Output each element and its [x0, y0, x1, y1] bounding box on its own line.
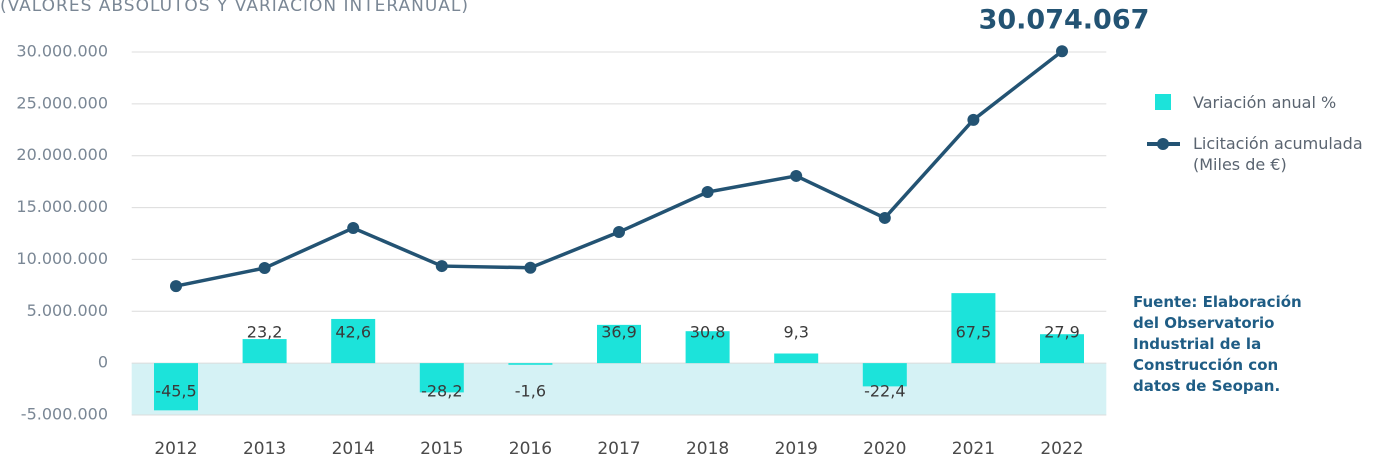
- x-tick-label: 2017: [597, 439, 640, 459]
- bar: [508, 363, 553, 365]
- line-point: [878, 211, 891, 224]
- bar-value-label: -28,2: [421, 382, 462, 401]
- negative-band: [131, 363, 1107, 415]
- bar-value-label: 27,9: [1044, 323, 1080, 342]
- bar-value-label: 23,2: [247, 323, 283, 342]
- legend-bar-swatch: [1155, 94, 1171, 110]
- line-point: [435, 260, 448, 273]
- y-tick-label: 0: [98, 353, 108, 372]
- bar: [597, 324, 641, 364]
- line: [175, 49, 1064, 288]
- x-tick-label: 2013: [243, 439, 286, 459]
- bar: [862, 363, 907, 387]
- bar: [685, 331, 730, 364]
- y-tick-label: 10.000.000: [16, 249, 108, 268]
- bar-value-label: 36,9: [601, 323, 637, 342]
- bar-value-label: -22,4: [864, 382, 905, 401]
- line-point: [967, 113, 980, 126]
- line-point: [701, 186, 714, 199]
- legend-bar-label: Variación anual %: [1193, 93, 1337, 112]
- y-tick-label: 20.000.000: [16, 145, 108, 164]
- line-point: [613, 226, 625, 239]
- legend-line-dot: [1157, 138, 1169, 150]
- bar: [774, 353, 819, 364]
- bar-value-label: 30,8: [690, 323, 726, 342]
- line-point: [258, 262, 271, 275]
- y-tick-label: 15.000.000: [16, 197, 108, 216]
- line-point: [170, 280, 182, 293]
- x-tick-label: 2018: [686, 439, 729, 459]
- bar: [1040, 334, 1084, 364]
- x-tick-label: 2012: [154, 439, 197, 459]
- y-tick-label: 5.000.000: [27, 301, 108, 320]
- x-tick-label: 2016: [509, 439, 552, 459]
- bar: [419, 363, 464, 393]
- source-text: Elaboración del Observatorio Industrial …: [1133, 293, 1302, 395]
- line-point: [790, 169, 803, 182]
- x-tick-label: 2019: [775, 439, 818, 459]
- x-tick-label: 2014: [332, 439, 375, 459]
- x-tick-label: 2022: [1040, 439, 1083, 459]
- y-tick-label: 25.000.000: [16, 93, 108, 112]
- bar: [951, 293, 996, 364]
- source-label: Fuente:: [1133, 293, 1198, 311]
- bar-value-label: 9,3: [783, 323, 808, 342]
- bar: [154, 363, 198, 411]
- y-tick-label: -5.000.000: [21, 405, 108, 424]
- bar: [331, 318, 376, 364]
- bar-value-label: 42,6: [335, 323, 371, 342]
- x-tick-label: 2021: [952, 439, 995, 459]
- source: Fuente: Elaboración del Observatorio Ind…: [1133, 292, 1323, 397]
- line-point: [347, 222, 360, 235]
- bar-value-label: -1,6: [515, 382, 546, 401]
- x-tick-label: 2015: [420, 439, 463, 459]
- bar-value-label: 67,5: [956, 323, 992, 342]
- y-tick-label: 30.000.000: [16, 42, 108, 61]
- line-value-label: 30.074.067: [979, 5, 1150, 36]
- chart-subtitle: (VALORES ABSOLUTOS Y VARIACIÓN INTERANUA…: [0, 0, 469, 16]
- x-tick-label: 2020: [863, 439, 906, 459]
- bar: [242, 339, 287, 364]
- bar-value-label: -45,5: [155, 382, 196, 401]
- line-point: [524, 261, 537, 274]
- legend-line-label: Licitación acumulada (Miles de €): [1193, 134, 1363, 174]
- line-point: [1056, 45, 1068, 58]
